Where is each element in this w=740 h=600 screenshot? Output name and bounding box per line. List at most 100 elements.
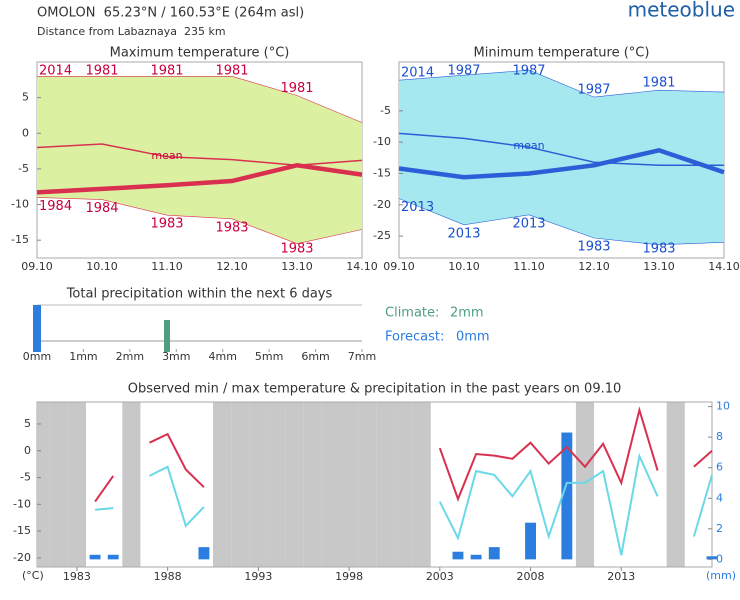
forecast-line (36, 163, 363, 195)
y-tick-label: -20 (13, 551, 31, 564)
y-tick-label: -15 (13, 524, 31, 537)
year-label: 1981 (85, 64, 118, 79)
y-axis-label: (°C) (22, 569, 44, 582)
missing-year (285, 402, 304, 567)
x-tick-label: 2mm (116, 350, 144, 363)
y-tick-label: -10 (373, 135, 391, 148)
logo[interactable]: meteoblue (628, 0, 735, 22)
precip-marker (33, 305, 41, 352)
legend-name: Climate: (385, 306, 439, 321)
max-line (94, 406, 713, 503)
y-tick-label: 5 (24, 417, 31, 430)
y-tick-label: -5 (380, 104, 391, 117)
year-label: 1987 (577, 83, 610, 98)
year-label: 1981 (215, 64, 248, 79)
precip-bar (525, 522, 536, 560)
y2-tick-label: 6 (716, 461, 723, 474)
y-tick-label: -25 (373, 229, 391, 242)
x-tick-label: 2003 (426, 570, 454, 583)
chart-title: Minimum temperature (°C) (474, 46, 650, 61)
year-label: 1981 (642, 76, 675, 91)
y-tick-label: -15 (11, 233, 29, 246)
year-label: 1983 (215, 220, 248, 235)
precip-bar (107, 554, 119, 560)
x-tick-label: 10.10 (448, 260, 480, 273)
precip-bar (198, 547, 210, 560)
precip-bar (89, 554, 101, 560)
y-tick-label: -5 (18, 162, 29, 175)
missing-year (37, 402, 50, 567)
year-label: 2013 (512, 216, 545, 231)
y-tick-label: -5 (20, 471, 31, 484)
missing-year (249, 402, 268, 567)
x-tick-label: 7mm (348, 350, 376, 363)
y-tick-label: 0 (22, 126, 29, 139)
precip-marker (164, 320, 170, 352)
year-label: 1981 (150, 64, 183, 79)
x-tick-label: 1mm (69, 350, 97, 363)
location: OMOLON 65.23°N / 160.53°E (264m asl) (37, 6, 304, 21)
x-tick-label: 12.10 (578, 260, 610, 273)
forecast-line (398, 147, 725, 180)
missing-year (321, 402, 341, 567)
x-tick-label: 09.10 (383, 260, 415, 273)
missing-year (666, 402, 685, 567)
chart-title: Maximum temperature (°C) (110, 46, 290, 61)
year-label: 2014 (39, 64, 72, 79)
y2-tick-label: 4 (716, 491, 723, 504)
y-tick-label: 0 (24, 444, 31, 457)
x-tick-label: 4mm (208, 350, 236, 363)
year-label: 1981 (280, 81, 313, 96)
x-tick-label: 2008 (517, 570, 545, 583)
upper-line (398, 69, 725, 98)
x-tick-label: 0mm (23, 350, 51, 363)
year-label: 2013 (447, 226, 480, 241)
missing-year (213, 402, 232, 567)
year-label: 1984 (39, 199, 72, 214)
y2-tick-label: 2 (716, 522, 723, 535)
chart-title: Total precipitation within the next 6 da… (66, 287, 333, 302)
x-tick-label: 13.10 (281, 260, 313, 273)
year-label: 1983 (642, 242, 675, 257)
legend-name: Forecast: (385, 330, 444, 345)
year-label: 1984 (85, 201, 118, 216)
distance: Distance from Labaznaya 235 km (37, 25, 226, 38)
x-tick-label: 6mm (301, 350, 329, 363)
y-tick-label: -10 (11, 198, 29, 211)
x-tick-label: 14.10 (708, 260, 740, 273)
year-label: 1987 (512, 64, 545, 79)
lower-line (36, 197, 363, 245)
year-label: 1983 (150, 217, 183, 232)
x-tick-label: 1983 (63, 570, 91, 583)
missing-year (575, 402, 595, 567)
precip-bar (561, 432, 573, 560)
precip-bar (470, 554, 482, 560)
precip-bar (706, 556, 718, 560)
x-tick-label: 11.10 (513, 260, 545, 273)
upper-line (37, 76, 363, 123)
year-label: 1983 (280, 242, 313, 257)
y-tick-label: -10 (13, 497, 31, 510)
x-tick-label: 14.10 (346, 260, 378, 273)
mean-label: mean (151, 149, 182, 162)
mean-line (398, 132, 724, 167)
x-tick-label: 1988 (154, 570, 182, 583)
x-tick-label: 11.10 (151, 260, 183, 273)
legend-value: 0mm (456, 330, 490, 345)
missing-year (412, 402, 431, 567)
x-tick-label: 10.10 (86, 260, 118, 273)
missing-year (49, 402, 68, 567)
range-area (399, 70, 724, 245)
x-tick-label: 1993 (244, 570, 272, 583)
y2-tick-label: 10 (716, 400, 730, 413)
missing-year (358, 402, 377, 567)
y2-tick-label: 8 (716, 430, 723, 443)
year-label: 1983 (577, 239, 610, 254)
missing-year (122, 402, 141, 567)
year-label: 2014 (401, 66, 434, 81)
x-tick-label: 1998 (335, 570, 363, 583)
precip-bar (488, 547, 500, 560)
missing-year (394, 402, 413, 567)
y-tick-label: 5 (22, 91, 29, 104)
